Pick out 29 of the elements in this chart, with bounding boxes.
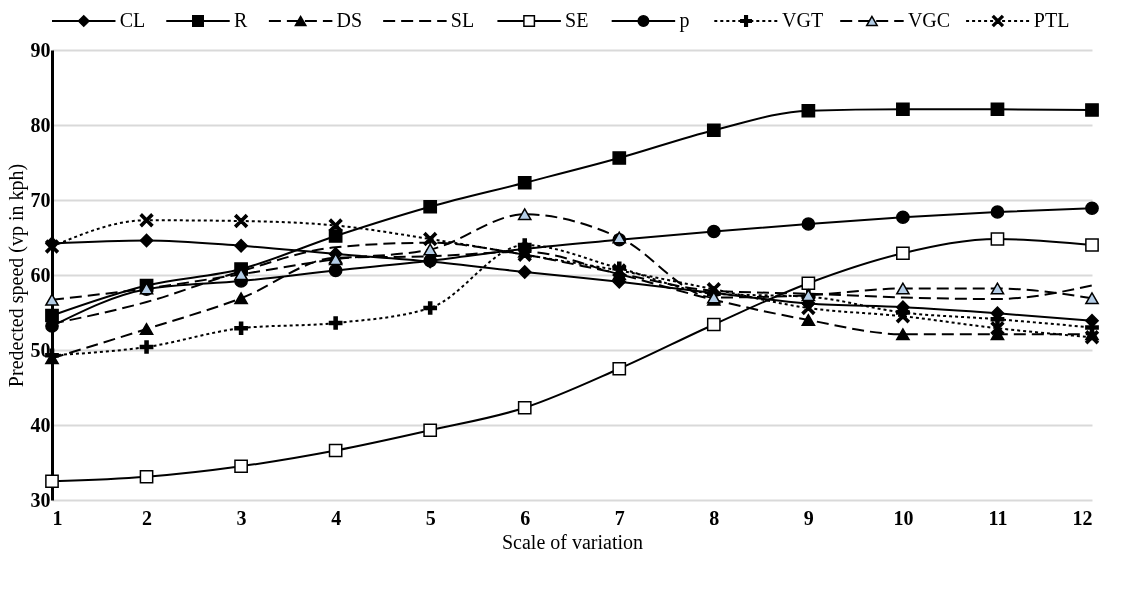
y-tick-label: 60 (30, 263, 51, 286)
x-tick-label: 12 (1072, 506, 1093, 529)
x-axis-title: Scale of variation (501, 530, 644, 553)
x-tick-label: 4 (331, 506, 342, 529)
x-tick-label: 3 (236, 506, 247, 529)
legend-label: CL (119, 9, 146, 31)
x-tick-label: 9 (803, 506, 814, 529)
y-tick-label: 90 (30, 38, 51, 61)
x-tick-label: 11 (988, 506, 1008, 529)
legend-label: SE (565, 9, 589, 31)
legend-label: R (233, 9, 248, 31)
x-tick-label: 10 (893, 506, 914, 529)
y-tick-label: 40 (30, 413, 51, 436)
y-axis-title: Predected speed (vp in kph) (4, 163, 28, 388)
y-tick-label: 80 (30, 113, 51, 136)
legend-label: VGT (782, 9, 824, 31)
legend-label: SL (450, 9, 475, 31)
x-tick-label: 6 (520, 506, 531, 529)
y-tick-label: 70 (30, 188, 51, 211)
x-tick-label: 2 (142, 506, 153, 529)
x-tick-label: 8 (709, 506, 720, 529)
x-tick-label: 5 (425, 506, 436, 529)
legend-label: p (679, 9, 690, 32)
x-tick-label: 7 (614, 506, 625, 529)
x-tick-label: 1 (52, 506, 63, 529)
legend-label: DS (336, 9, 363, 31)
legend-label: PTL (1033, 9, 1070, 31)
y-tick-label: 30 (30, 488, 51, 511)
legend-label: VGC (907, 9, 951, 31)
